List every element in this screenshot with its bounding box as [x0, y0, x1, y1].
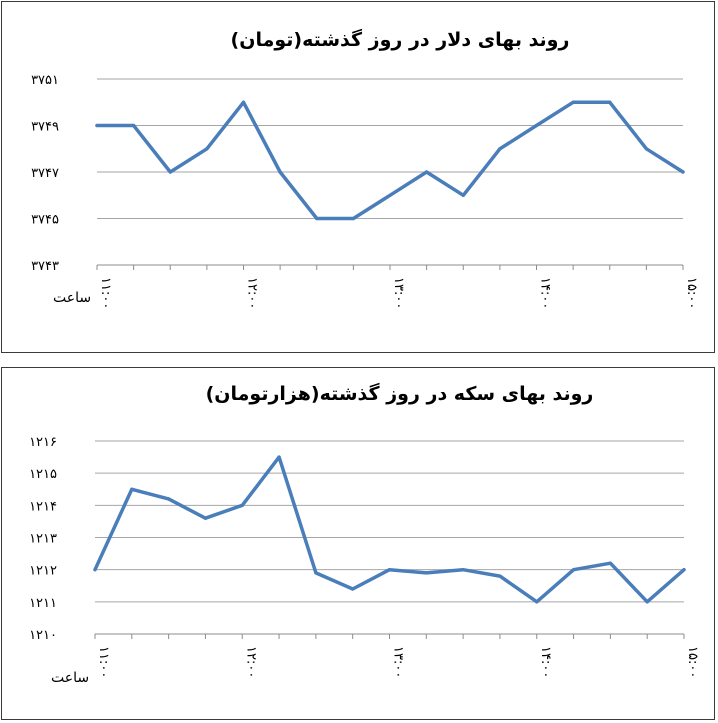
coin-price-chart-panel: روند بهای سکه در روز گذشته(هزارتومان) ۱۲۱… [1, 367, 715, 720]
coin-data-point [351, 587, 355, 591]
dollar-data-point [351, 216, 355, 221]
coin-price-chart: روند بهای سکه در روز گذشته(هزارتومان) ۱۲۱… [29, 382, 700, 686]
coin-data-point [608, 561, 612, 565]
dollar-data-point [534, 123, 539, 128]
coin-data-point [535, 600, 539, 604]
coin-x-tick-label: ۱۲:۰۰ [243, 646, 258, 678]
coin-data-point [645, 600, 649, 604]
coin-y-tick-label: ۱۲۱۱ [29, 596, 57, 611]
coin-x-tick-label: ۱۴:۰۰ [538, 646, 553, 678]
dollar-data-point [644, 147, 648, 151]
dollar-data-point [132, 123, 136, 128]
coin-data-point [130, 487, 134, 491]
dollar-x-tick-label: ۱۳:۰۰ [391, 277, 406, 309]
coin-data-point [461, 568, 465, 572]
coin-y-tick-label: ۱۲۱۶ [29, 435, 57, 450]
coin-data-point [682, 568, 686, 572]
coin-y-tick-label: ۱۲۱۰ [29, 628, 57, 643]
coin-data-point [240, 503, 244, 507]
dollar-y-tick-label: ۳۷۴۹ [31, 120, 59, 135]
dollar-data-point [278, 170, 282, 174]
coin-data-point [424, 571, 428, 575]
dollar-x-tick-label: ۱۲:۰۰ [245, 277, 260, 309]
dollar-x-axis-label: ساعت [53, 290, 91, 306]
coin-x-axis-label: ساعت [51, 670, 89, 686]
coin-y-tick-label: ۱۲۱۲ [29, 564, 57, 579]
dollar-y-tick-label: ۳۷۵۱ [31, 73, 59, 88]
coin-data-point [498, 574, 502, 578]
dollar-data-point [461, 193, 465, 197]
dollar-x-tick-label: ۱۱:۰۰ [98, 277, 113, 309]
coin-chart-title: روند بهای سکه در روز گذشته(هزارتومان) [206, 382, 594, 405]
coin-y-tick-label: ۱۲۱۳ [29, 532, 57, 547]
coin-data-point [167, 497, 171, 501]
dollar-y-tick-label: ۳۷۴۵ [31, 213, 59, 228]
coin-x-tick-label: ۱۵:۰۰ [685, 646, 700, 678]
dollar-data-point [571, 100, 575, 104]
dollar-y-tick-label: ۳۷۴۳ [31, 259, 59, 274]
coin-data-point [203, 516, 208, 520]
coin-data-point [277, 455, 281, 459]
coin-data-point [571, 568, 576, 572]
dollar-data-point [95, 123, 99, 128]
dollar-data-point [315, 216, 319, 221]
dollar-data-point [608, 100, 612, 104]
dollar-data-point [681, 170, 685, 174]
coin-data-point [314, 571, 318, 575]
dollar-data-point [241, 100, 246, 104]
coin-series-line [93, 455, 686, 604]
dollar-x-tick-label: ۱۵:۰۰ [684, 277, 699, 309]
dollar-x-tick-label: ۱۴:۰۰ [538, 277, 553, 309]
dollar-data-point [498, 147, 502, 151]
coin-x-tick-label: ۱۱:۰۰ [96, 646, 111, 678]
coin-data-point [93, 568, 97, 572]
dollar-price-chart-panel: روند بهای دلار در روز گذشته(تومان) ۳۷۴۳ ۳۷… [1, 1, 715, 353]
coin-data-point [387, 568, 392, 572]
dollar-data-point [425, 170, 429, 174]
dollar-series-line [95, 100, 685, 221]
dollar-y-tick-label: ۳۷۴۷ [31, 166, 59, 181]
dollar-data-point [205, 147, 209, 151]
dollar-data-point [168, 170, 172, 174]
coin-x-tick-label: ۱۳:۰۰ [391, 646, 406, 678]
dollar-data-point [388, 193, 392, 197]
coin-y-tick-label: ۱۲۱۴ [29, 499, 57, 514]
dollar-chart-title: روند بهای دلار در روز گذشته(تومان) [231, 28, 570, 51]
coin-y-tick-label: ۱۲۱۵ [29, 467, 57, 482]
dollar-price-chart: روند بهای دلار در روز گذشته(تومان) ۳۷۴۳ ۳۷… [31, 28, 699, 309]
